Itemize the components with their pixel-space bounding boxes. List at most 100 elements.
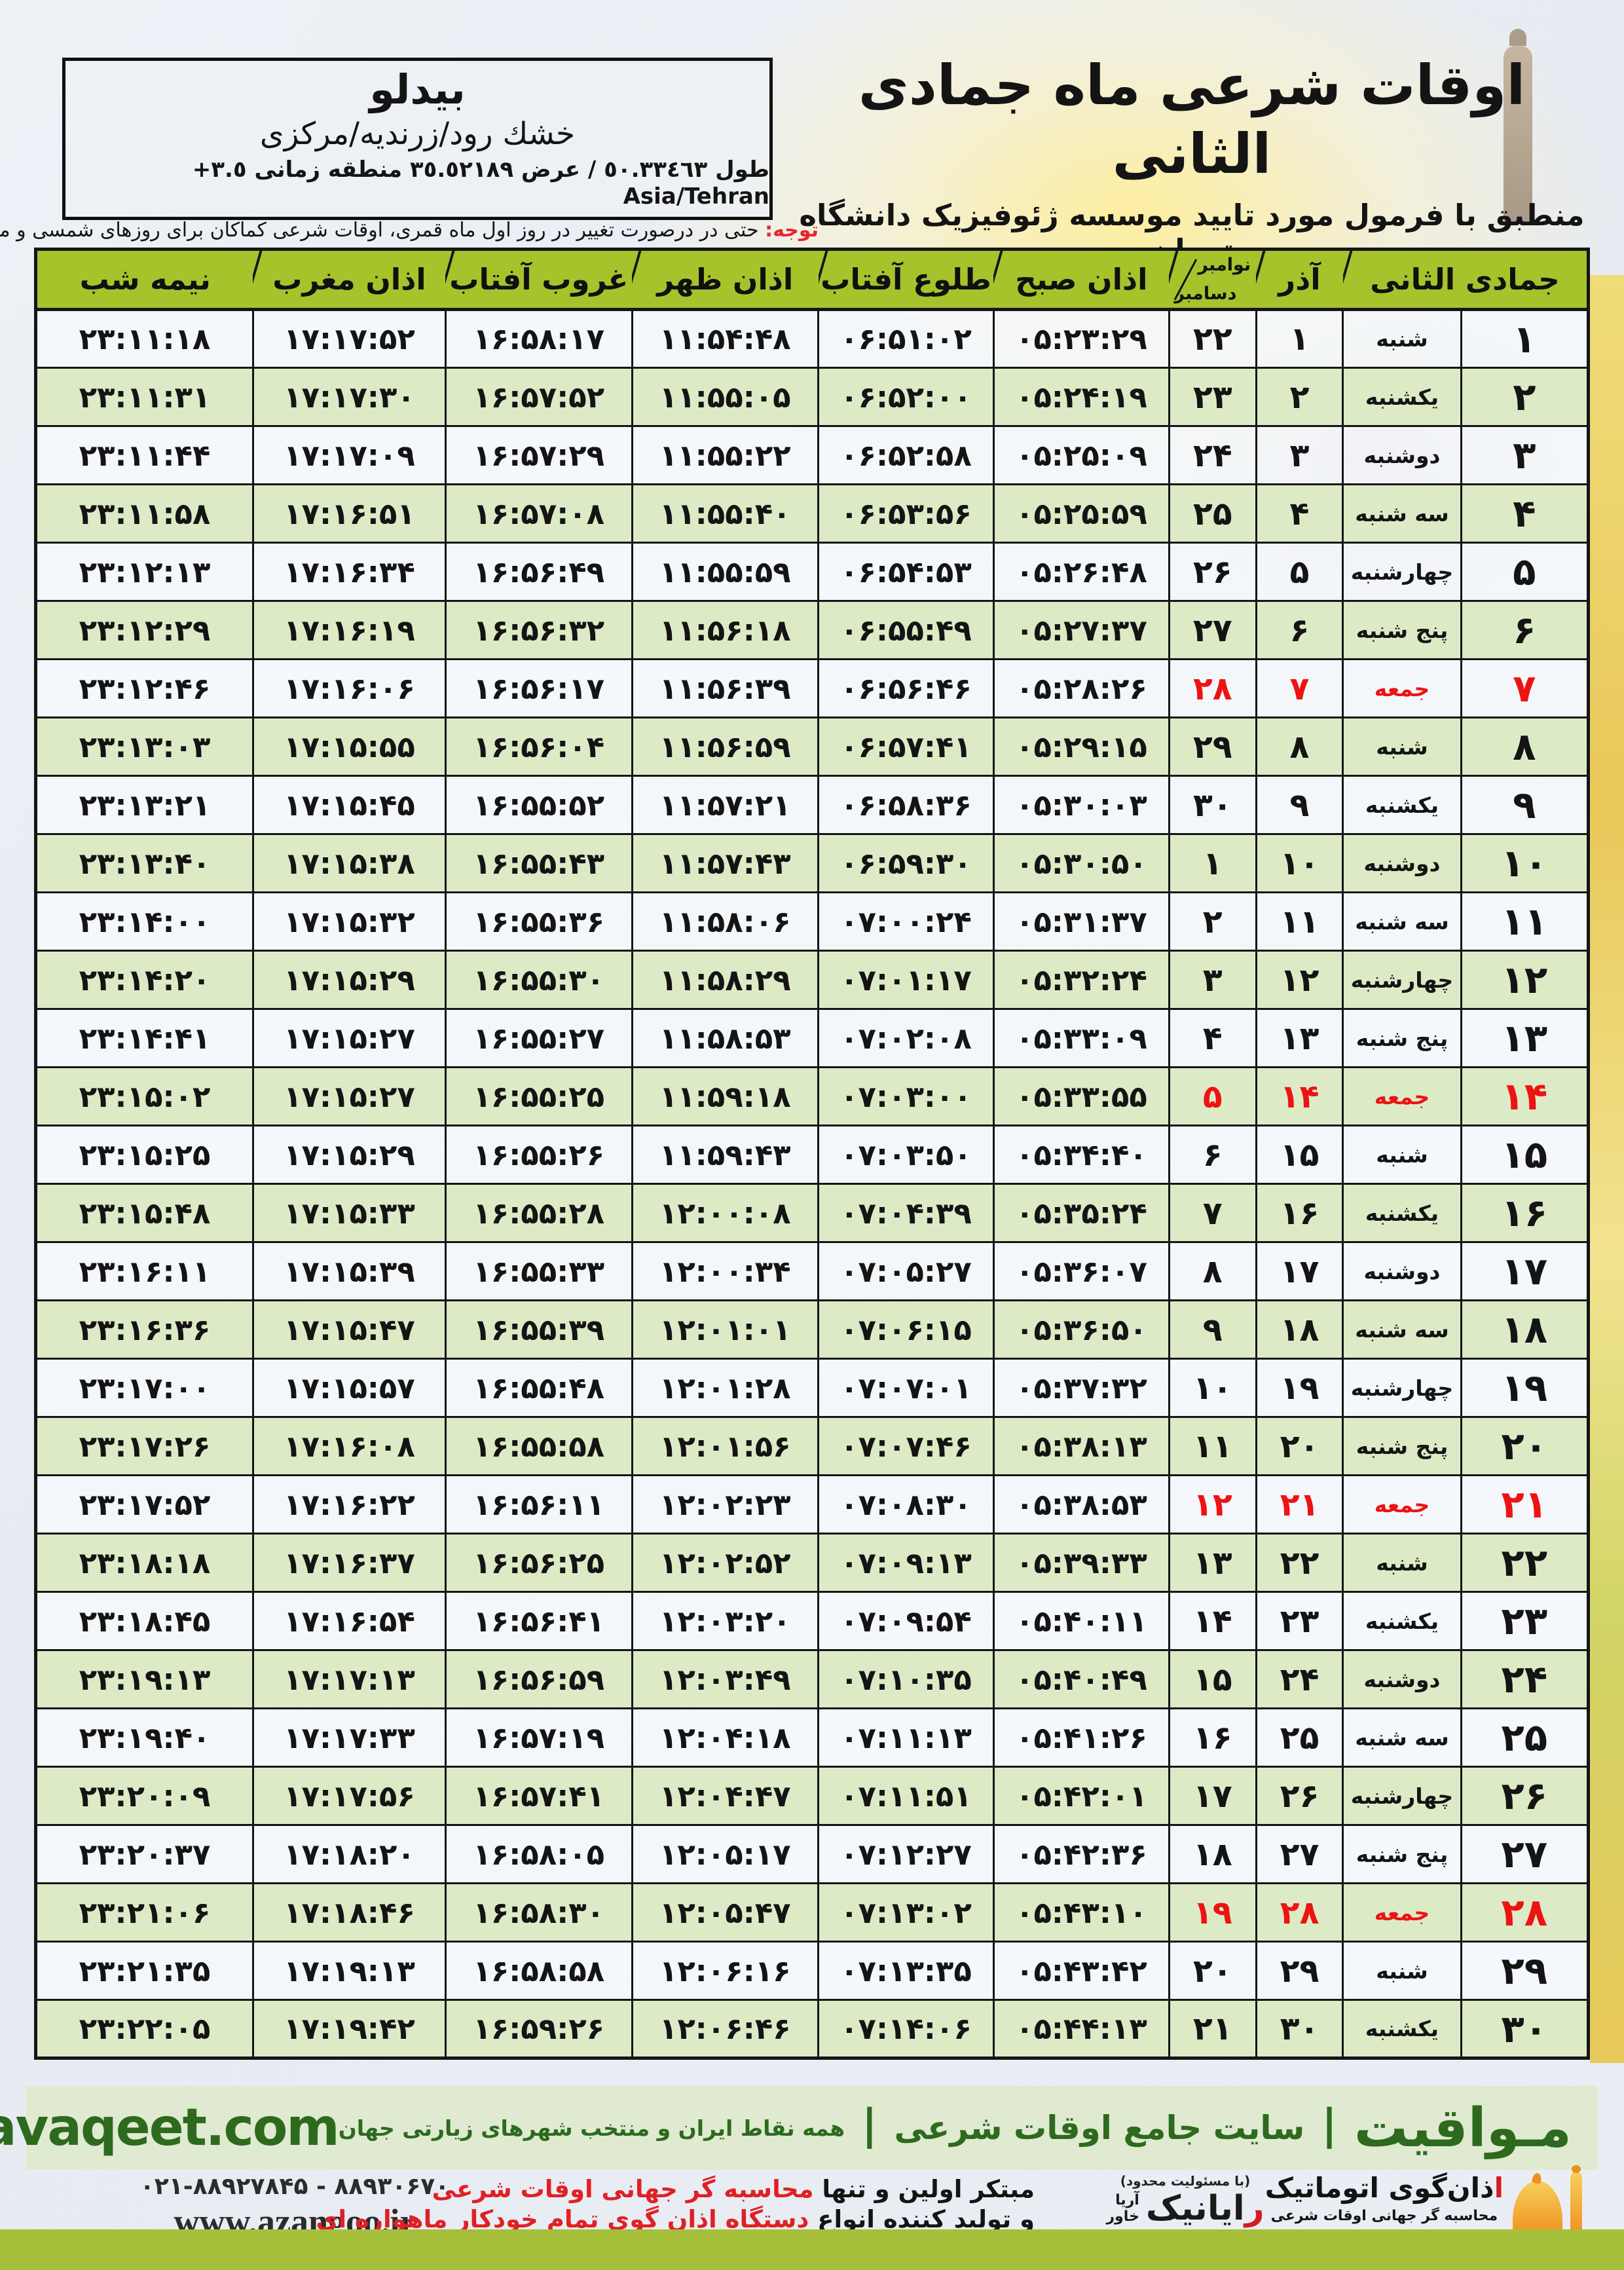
fajr-time: ۰۵:۴۴:۱۳ (992, 1999, 1170, 2059)
sunrise-time: ۰۶:۵۶:۴۶ (817, 658, 995, 718)
azar-day: ۱۵ (1255, 1125, 1344, 1185)
azar-day: ۴ (1255, 483, 1344, 544)
sunset-time: ۱۶:۵۵:۲۵ (444, 1066, 633, 1126)
sunrise-time: ۰۷:۰۹:۱۳ (817, 1533, 995, 1593)
sunrise-time: ۰۶:۵۲:۰۰ (817, 367, 995, 427)
noon-time: ۱۱:۵۵:۴۰ (631, 483, 820, 544)
sunrise-time: ۰۷:۰۸:۳۰ (817, 1474, 995, 1535)
azar-day: ۹ (1255, 775, 1344, 835)
prayer-times-table: جمادی الثانی آذر نوامبر دسامبر اذان صبح … (34, 248, 1590, 2060)
sunset-time: ۱۶:۵۷:۲۹ (444, 425, 633, 485)
day-row: ۷ جمعه ۷ ۲۸ ۰۵:۲۸:۲۶ ۰۶:۵۶:۴۶ ۱۱:۵۶:۳۹ ۱… (35, 658, 1590, 718)
mavaqeet-tagline2: همه نقاط ایران و منتخب شهرهای زیارتی جها… (338, 2115, 845, 2141)
phone-numbers: ۰۲۱-۸۸۹۲۷۸۴۵ - ۸۸۹۳۰۶۷۰ (139, 2173, 450, 2200)
sunset-time: ۱۶:۵۷:۱۹ (444, 1707, 633, 1768)
midnight-time: ۲۳:۱۸:۴۵ (35, 1591, 254, 1651)
decorative-right-strip (1590, 275, 1624, 2063)
noon-time: ۱۲:۰۴:۴۷ (631, 1766, 820, 1826)
midnight-time: ۲۳:۱۱:۱۸ (35, 308, 254, 369)
day-row: ۲۹ شنبه ۲۹ ۲۰ ۰۵:۴۳:۴۲ ۰۷:۱۳:۳۵ ۱۲:۰۶:۱۶… (35, 1941, 1590, 2001)
gregorian-day: ۲۷ (1168, 600, 1257, 660)
day-row: ۲۶ چهارشنبه ۲۶ ۱۷ ۰۵:۴۲:۰۱ ۰۷:۱۱:۵۱ ۱۲:۰… (35, 1766, 1590, 1826)
sunrise-time: ۰۷:۱۴:۰۶ (817, 1999, 995, 2059)
weekday-name: سه شنبه (1342, 483, 1462, 544)
midnight-time: ۲۳:۱۵:۲۵ (35, 1125, 254, 1185)
hijri-day-number: ۳ (1460, 425, 1590, 485)
hijri-day-number: ۸ (1460, 716, 1590, 777)
fajr-time: ۰۵:۳۹:۳۳ (992, 1533, 1170, 1593)
sunset-time: ۱۶:۵۵:۳۰ (444, 950, 633, 1010)
maghrib-time: ۱۷:۱۵:۵۵ (251, 716, 447, 777)
maghrib-time: ۱۷:۱۹:۴۲ (251, 1999, 447, 2059)
azar-day: ۲۴ (1255, 1649, 1344, 1709)
maghrib-time: ۱۷:۱۵:۳۹ (251, 1241, 447, 1301)
sunrise-time: ۰۷:۰۳:۰۰ (817, 1066, 995, 1126)
day-row: ۹ یکشنبه ۹ ۳۰ ۰۵:۳۰:۰۳ ۰۶:۵۸:۳۶ ۱۱:۵۷:۲۱… (35, 775, 1590, 835)
azar-day: ۷ (1255, 658, 1344, 718)
fajr-time: ۰۵:۲۸:۲۶ (992, 658, 1170, 718)
gregorian-day: ۲۰ (1168, 1941, 1257, 2001)
weekday-name: پنج شنبه (1342, 1008, 1462, 1068)
fajr-time: ۰۵:۲۷:۳۷ (992, 600, 1170, 660)
maghrib-time: ۱۷:۱۵:۴۷ (251, 1299, 447, 1360)
sunrise-time: ۰۶:۵۲:۵۸ (817, 425, 995, 485)
azar-day: ۲۸ (1255, 1882, 1344, 1943)
hijri-day-number: ۱۷ (1460, 1241, 1590, 1301)
fajr-time: ۰۵:۲۵:۵۹ (992, 483, 1170, 544)
hijri-day-number: ۱۹ (1460, 1358, 1590, 1418)
day-row: ۱ شنبه ۱ ۲۲ ۰۵:۲۳:۲۹ ۰۶:۵۱:۰۲ ۱۱:۵۴:۴۸ ۱… (35, 308, 1590, 369)
maghrib-time: ۱۷:۱۶:۳۷ (251, 1533, 447, 1593)
city-region: خشك رود/زرندیه/مرکزی (259, 116, 576, 153)
day-row: ۱۵ شنبه ۱۵ ۶ ۰۵:۳۴:۴۰ ۰۷:۰۳:۵۰ ۱۱:۵۹:۴۳ … (35, 1125, 1590, 1185)
day-row: ۱۸ سه شنبه ۱۸ ۹ ۰۵:۳۶:۵۰ ۰۷:۰۶:۱۵ ۱۲:۰۱:… (35, 1299, 1590, 1360)
promo-line-2: و تولید کننده انواع دستگاه اذان گوی تمام… (316, 2205, 1035, 2235)
hijri-day-number: ۵ (1460, 542, 1590, 602)
hijri-day-number: ۲۵ (1460, 1707, 1590, 1768)
fajr-time: ۰۵:۲۹:۱۵ (992, 716, 1170, 777)
rayanik-accent: ر (1244, 2189, 1264, 2228)
azar-day: ۲۵ (1255, 1707, 1344, 1768)
midnight-time: ۲۳:۱۲:۲۹ (35, 600, 254, 660)
midnight-time: ۲۳:۱۶:۳۶ (35, 1299, 254, 1360)
sunset-time: ۱۶:۵۵:۳۳ (444, 1241, 633, 1301)
mosque-dome-icon (1513, 2165, 1585, 2237)
hijri-day-number: ۱ (1460, 308, 1590, 369)
header-month: جمادی الثانی (1342, 249, 1589, 311)
azar-day: ۲۲ (1255, 1533, 1344, 1593)
day-row: ۲۴ دوشنبه ۲۴ ۱۵ ۰۵:۴۰:۴۹ ۰۷:۱۰:۳۵ ۱۲:۰۳:… (35, 1649, 1590, 1709)
azar-day: ۲ (1255, 367, 1344, 427)
day-row: ۱۳ پنج شنبه ۱۳ ۴ ۰۵:۳۳:۰۹ ۰۷:۰۲:۰۸ ۱۱:۵۸… (35, 1008, 1590, 1068)
city-coordinates: طول ٥٠.٣٣٤٦٣ / عرض ٣٥.٥٢١٨٩ منطقه زمانی … (192, 157, 769, 210)
azar-day: ۳ (1255, 425, 1344, 485)
noon-time: ۱۱:۵۶:۵۹ (631, 716, 820, 777)
header-nov-dec: نوامبر دسامبر (1169, 249, 1257, 311)
noon-time: ۱۲:۰۲:۲۳ (631, 1474, 820, 1535)
maghrib-time: ۱۷:۱۶:۱۹ (251, 600, 447, 660)
sunset-time: ۱۶:۵۵:۲۶ (444, 1125, 633, 1185)
noon-time: ۱۱:۵۷:۲۱ (631, 775, 820, 835)
weekday-name: چهارشنبه (1342, 542, 1462, 602)
noon-time: ۱۲:۰۱:۰۱ (631, 1299, 820, 1360)
promo-text: مبتکر اولین و تنها محاسبه گر جهانی اوقات… (316, 2174, 1035, 2235)
sunset-time: ۱۶:۵۵:۴۳ (444, 833, 633, 893)
maghrib-time: ۱۷:۱۶:۳۴ (251, 542, 447, 602)
noon-time: ۱۲:۰۵:۱۷ (631, 1824, 820, 1884)
midnight-time: ۲۳:۱۵:۴۸ (35, 1183, 254, 1243)
azar-day: ۱۲ (1255, 950, 1344, 1010)
minaret-shape (1570, 2165, 1582, 2237)
promo-line-1: مبتکر اولین و تنها محاسبه گر جهانی اوقات… (432, 2174, 1035, 2205)
sunset-time: ۱۶:۵۶:۳۲ (444, 600, 633, 660)
city-name: بیدلو (369, 65, 466, 114)
noon-time: ۱۱:۵۶:۳۹ (631, 658, 820, 718)
rayanik-rest: ایانیک (1145, 2189, 1245, 2228)
day-row: ۲۳ یکشنبه ۲۳ ۱۴ ۰۵:۴۰:۱۱ ۰۷:۰۹:۵۴ ۱۲:۰۳:… (35, 1591, 1590, 1651)
sunset-time: ۱۶:۵۶:۱۷ (444, 658, 633, 718)
hijri-day-number: ۲۱ (1460, 1474, 1590, 1535)
noon-time: ۱۲:۰۶:۴۶ (631, 1999, 820, 2059)
midnight-time: ۲۳:۱۴:۲۰ (35, 950, 254, 1010)
maghrib-time: ۱۷:۱۵:۳۸ (251, 833, 447, 893)
maghrib-time: ۱۷:۱۸:۲۰ (251, 1824, 447, 1884)
sunrise-time: ۰۶:۵۷:۴۱ (817, 716, 995, 777)
noon-time: ۱۱:۵۵:۵۹ (631, 542, 820, 602)
azangoo-subtitle: محاسبه گر جهانی اوقات شرعی (1270, 2208, 1498, 2224)
